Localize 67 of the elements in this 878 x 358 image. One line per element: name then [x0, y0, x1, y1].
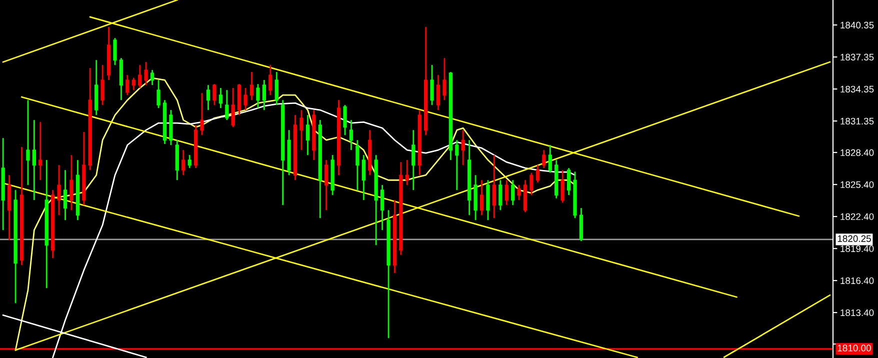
candlestick [498, 179, 502, 211]
candlestick [256, 83, 260, 109]
candlestick [405, 159, 409, 186]
candlestick [126, 74, 130, 96]
candlestick [188, 154, 192, 169]
candlestick [430, 64, 434, 106]
candlestick [536, 164, 540, 184]
y-tick-label: 1831.35 [840, 118, 874, 125]
candlestick [262, 79, 266, 111]
candlestick [57, 164, 61, 216]
candlestick [343, 104, 347, 136]
candlestick [231, 87, 235, 128]
candlestick [144, 61, 148, 86]
y-tick-label: 1837.35 [840, 54, 874, 60]
y-tick-label: 1813.40 [840, 309, 874, 316]
y-tick-label: 1825.40 [840, 181, 874, 188]
y-tick-label: 1822.40 [840, 213, 874, 220]
candlestick [268, 64, 272, 96]
y-tick-label: 1828.40 [840, 149, 874, 156]
candlestick [212, 83, 216, 106]
candlestick [306, 114, 310, 156]
ref-line-label: 1820.25 [838, 235, 871, 242]
candlestick [300, 109, 304, 151]
candlestick [412, 129, 416, 191]
candlestick [244, 87, 248, 111]
candlestick [206, 84, 210, 111]
candlestick [218, 87, 222, 109]
candlestick [274, 71, 278, 106]
candlestick [182, 149, 186, 176]
candlestick [566, 167, 571, 196]
candlestick [362, 154, 366, 201]
candlestick [250, 71, 254, 101]
candlestick [461, 129, 465, 166]
ref-line-label: 1810.00 [838, 344, 871, 352]
candlestick [511, 179, 515, 206]
candlestick [113, 37, 117, 66]
candlestick [542, 149, 546, 169]
candlestick [492, 154, 496, 219]
candlestick [132, 77, 136, 91]
candlestick [560, 169, 564, 204]
candlestick [517, 184, 521, 201]
candlestick [442, 57, 446, 101]
candlestick [138, 64, 142, 89]
candlestick [156, 79, 160, 109]
candlestick [455, 139, 459, 191]
candlestick [150, 69, 154, 86]
candlestick [63, 169, 68, 221]
candlestick [324, 159, 328, 211]
candlestick [530, 172, 534, 196]
candlestick [70, 154, 74, 211]
candlestick [436, 74, 440, 111]
candlestick [32, 119, 36, 201]
y-tick-label: 1816.40 [840, 277, 874, 284]
y-tick-label: 1840.35 [840, 22, 874, 28]
candlestick [480, 179, 484, 216]
candlestick [225, 89, 229, 121]
candlestick [100, 64, 104, 106]
candlestick [38, 121, 42, 181]
candlestick [380, 184, 384, 231]
candlestick [356, 139, 360, 191]
candlestick [349, 119, 354, 151]
candlestick [548, 144, 552, 174]
y-tick-label: 1819.40 [840, 245, 874, 252]
candlestick [200, 92, 204, 136]
candlestick [504, 179, 508, 206]
candlestick [26, 99, 30, 186]
y-tick-label: 1834.35 [840, 86, 874, 93]
